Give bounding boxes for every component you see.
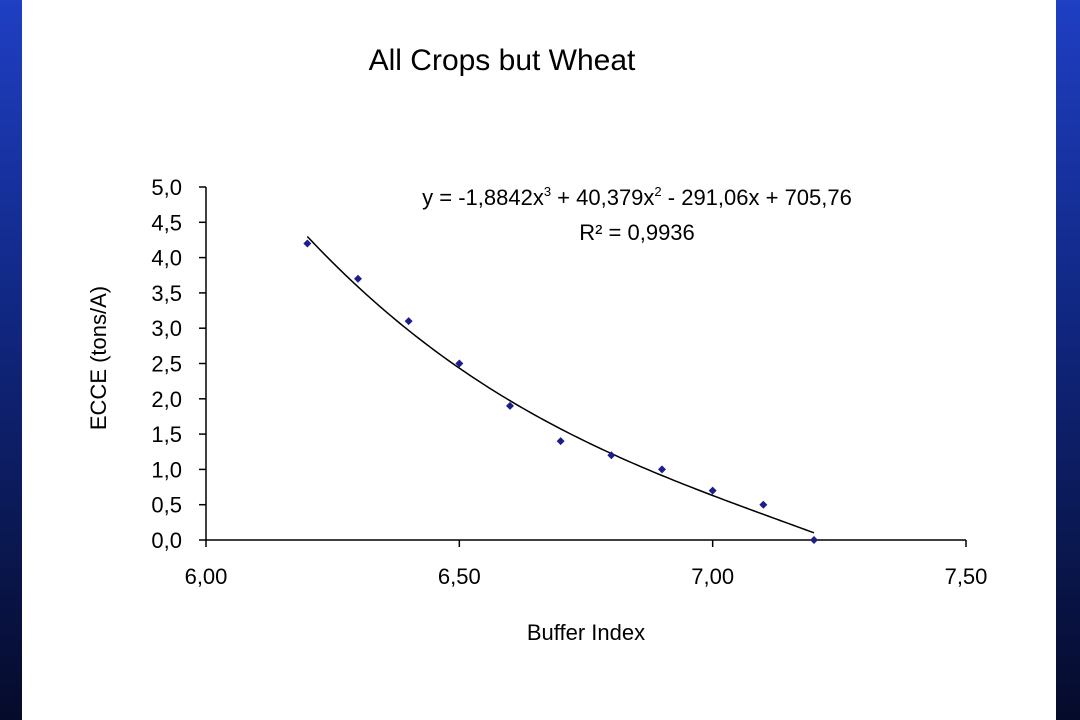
- y-axis-title: ECCE (tons/A): [86, 286, 111, 430]
- data-point: [658, 465, 666, 474]
- data-point: [708, 486, 717, 495]
- y-tick-label: 5,0: [151, 175, 182, 200]
- equation-exponent-2: 2: [654, 184, 661, 199]
- data-point: [455, 359, 464, 368]
- data-point: [354, 274, 362, 283]
- data-point: [810, 536, 818, 544]
- y-tick-label: 3,0: [151, 316, 182, 341]
- x-axis-title: Buffer Index: [527, 620, 645, 645]
- data-point: [759, 500, 768, 509]
- x-tick-label: 7,00: [691, 564, 734, 589]
- y-tick-label: 2,5: [151, 352, 182, 377]
- chart-title: All Crops but Wheat: [369, 44, 636, 77]
- r-squared-label: R² = 0,9936: [579, 220, 695, 245]
- x-tick-label: 6,50: [438, 564, 481, 589]
- x-tick-label: 7,50: [945, 564, 988, 589]
- equation-prefix: y = -1,8842x: [422, 185, 544, 210]
- y-tick-label: 3,5: [151, 281, 182, 306]
- equation-suffix: - 291,06x + 705,76: [662, 185, 852, 210]
- chart: All Crops but Wheat 6,00 6,50 7,00 7,50 0,0…: [86, 44, 988, 645]
- y-tick-label: 2,0: [151, 387, 182, 412]
- data-points: [303, 239, 818, 544]
- data-point: [506, 401, 514, 410]
- data-point: [556, 437, 565, 446]
- data-point: [303, 239, 312, 248]
- y-axis-ticks: 0,0 0,5 1,0 1,5 2,0 2,5 3,0 3,5 4,0 4,5 5,0: [151, 175, 206, 553]
- y-tick-label: 0,5: [151, 493, 182, 518]
- trendline-equation: y = -1,8842x3 + 40,379x2 - 291,06x + 705…: [422, 184, 852, 210]
- x-tick-label: 6,00: [185, 564, 228, 589]
- data-point: [404, 317, 413, 326]
- y-tick-label: 4,5: [151, 210, 182, 235]
- x-axis-ticks: 6,00 6,50 7,00 7,50: [185, 540, 988, 589]
- y-tick-label: 1,5: [151, 422, 182, 447]
- chart-slide: All Crops but Wheat 6,00 6,50 7,00 7,50 0,0…: [22, 0, 1056, 720]
- equation-middle: + 40,379x: [551, 185, 654, 210]
- y-tick-label: 0,0: [151, 528, 182, 553]
- trendline: [306, 235, 815, 534]
- y-tick-label: 4,0: [151, 246, 182, 271]
- data-point: [607, 451, 616, 460]
- equation-exponent-3: 3: [544, 184, 551, 199]
- y-tick-label: 1,0: [151, 457, 182, 482]
